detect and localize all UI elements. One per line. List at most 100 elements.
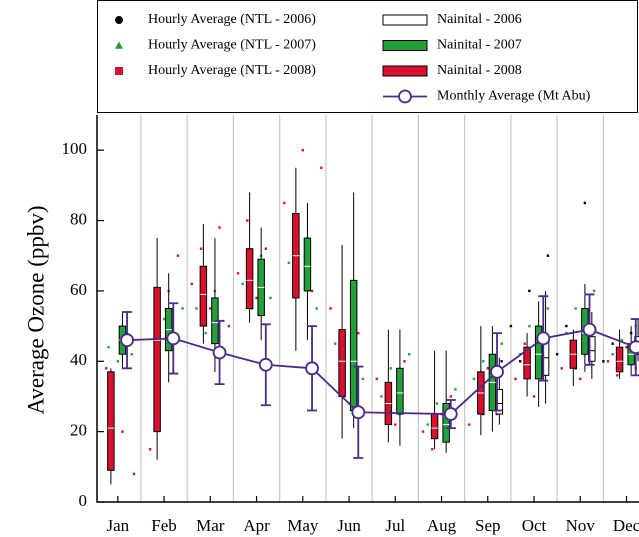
box: [523, 346, 531, 380]
axes: 0 20 40 60 80 100 Jan Feb Mar Apr May Jun Jul Aug Sep O…: [62, 12, 639, 535]
hourly-point: [190, 282, 194, 286]
y-tick-label: 100: [62, 139, 88, 158]
hourly-point: [132, 472, 136, 476]
hourly-point: [449, 395, 452, 398]
hourly-point: [121, 430, 124, 433]
monthly-average-point: [120, 333, 134, 348]
hourly-point: [574, 307, 577, 310]
monthly-average-point: [490, 364, 504, 379]
hourly-point: [611, 353, 614, 356]
hourly-point: [116, 360, 120, 363]
hourly-point: [269, 296, 272, 300]
hourly-point: [264, 247, 267, 250]
monthly-average-point: [258, 357, 273, 372]
y-tick-label: 80: [70, 209, 87, 228]
hourly-point: [583, 201, 587, 205]
x-tick-label: Aug: [427, 516, 457, 535]
hourly-point: [523, 342, 526, 345]
x-tick-label: Dec: [613, 516, 639, 535]
plot-area: [105, 115, 639, 502]
legend-label: Nainital - 2007: [437, 38, 522, 53]
box: [338, 329, 346, 397]
box: [245, 248, 254, 309]
hourly-point: [528, 289, 531, 293]
hourly-point: [204, 331, 207, 335]
hourly-point: [357, 331, 360, 335]
hourly-point: [246, 219, 249, 222]
hourly-point: [195, 307, 198, 310]
box: [107, 371, 115, 471]
monthly-average-point: [628, 340, 639, 355]
hourly-point: [320, 166, 323, 169]
hourly-point: [528, 324, 531, 328]
hourly-point: [592, 289, 596, 293]
hourly-point: [407, 353, 411, 356]
hourly-point: [241, 282, 244, 286]
hourly-point: [500, 360, 503, 363]
box: [349, 279, 358, 412]
hourly-point: [611, 342, 614, 345]
monthly-average-point: [305, 361, 319, 376]
hourly-point: [333, 342, 337, 345]
box: [442, 402, 450, 443]
hourly-point: [375, 377, 378, 381]
legend-swatch: [382, 65, 428, 77]
hourly-point: [426, 423, 429, 426]
hourly-point: [255, 296, 258, 300]
hourly-point: [514, 377, 517, 381]
hourly-point: [315, 307, 318, 310]
box: [534, 325, 543, 380]
legend-label: Nainital - 2006: [437, 12, 522, 27]
monthly-average-point: [351, 405, 366, 420]
legend-label: Hourly Average (NTL - 2008): [148, 63, 316, 78]
y-tick-label: 40: [70, 350, 87, 369]
legend-label: Nainital - 2008: [437, 63, 522, 78]
hourly-point: [500, 342, 503, 345]
monthly-average-point: [443, 407, 458, 421]
hourly-point: [380, 395, 383, 398]
monthly-average-point: [166, 331, 181, 346]
x-tick-label: Jun: [337, 516, 361, 535]
box: [615, 346, 624, 373]
legend-swatch: [382, 14, 428, 26]
hourly-point: [394, 423, 397, 426]
hourly-point: [486, 367, 489, 370]
monthly-average-point: [536, 331, 551, 346]
legend-label: Hourly Average (NTL - 2007): [148, 38, 316, 53]
hourly-point: [162, 317, 166, 321]
hourly-point: [468, 423, 471, 426]
monthly-average-point: [582, 322, 597, 337]
hourly-point: [105, 367, 108, 370]
hourly-point: [227, 324, 231, 328]
hourly-point: [532, 395, 536, 398]
legend-label: Monthly Average (Mt Abu): [437, 89, 591, 104]
legend-box: [97, 0, 638, 113]
hourly-point: [421, 430, 425, 433]
legend-marker: [115, 67, 123, 75]
box: [153, 286, 161, 433]
box: [199, 265, 208, 327]
hourly-point: [389, 367, 392, 370]
x-tick-label: Jan: [106, 516, 129, 535]
hourly-point: [209, 307, 212, 310]
x-tick-label: Feb: [151, 516, 177, 535]
hourly-point: [287, 261, 291, 264]
hourly-point: [481, 360, 485, 363]
hourly-point: [181, 307, 184, 310]
hourly-point: [546, 254, 550, 257]
hourly-point: [329, 307, 332, 310]
hourly-point: [602, 360, 605, 363]
y-tick-label: 0: [79, 491, 88, 510]
hourly-point: [518, 360, 522, 363]
x-tick-label: Oct: [522, 516, 547, 535]
legend-swatch: [382, 40, 428, 51]
hourly-point: [107, 346, 110, 349]
hourly-point: [148, 448, 152, 451]
hourly-point: [555, 353, 559, 356]
hourly-point: [616, 374, 619, 377]
legend-marker: [115, 16, 123, 24]
hourly-point: [606, 360, 610, 363]
hourly-point: [236, 272, 240, 275]
hourly-point: [283, 201, 286, 205]
